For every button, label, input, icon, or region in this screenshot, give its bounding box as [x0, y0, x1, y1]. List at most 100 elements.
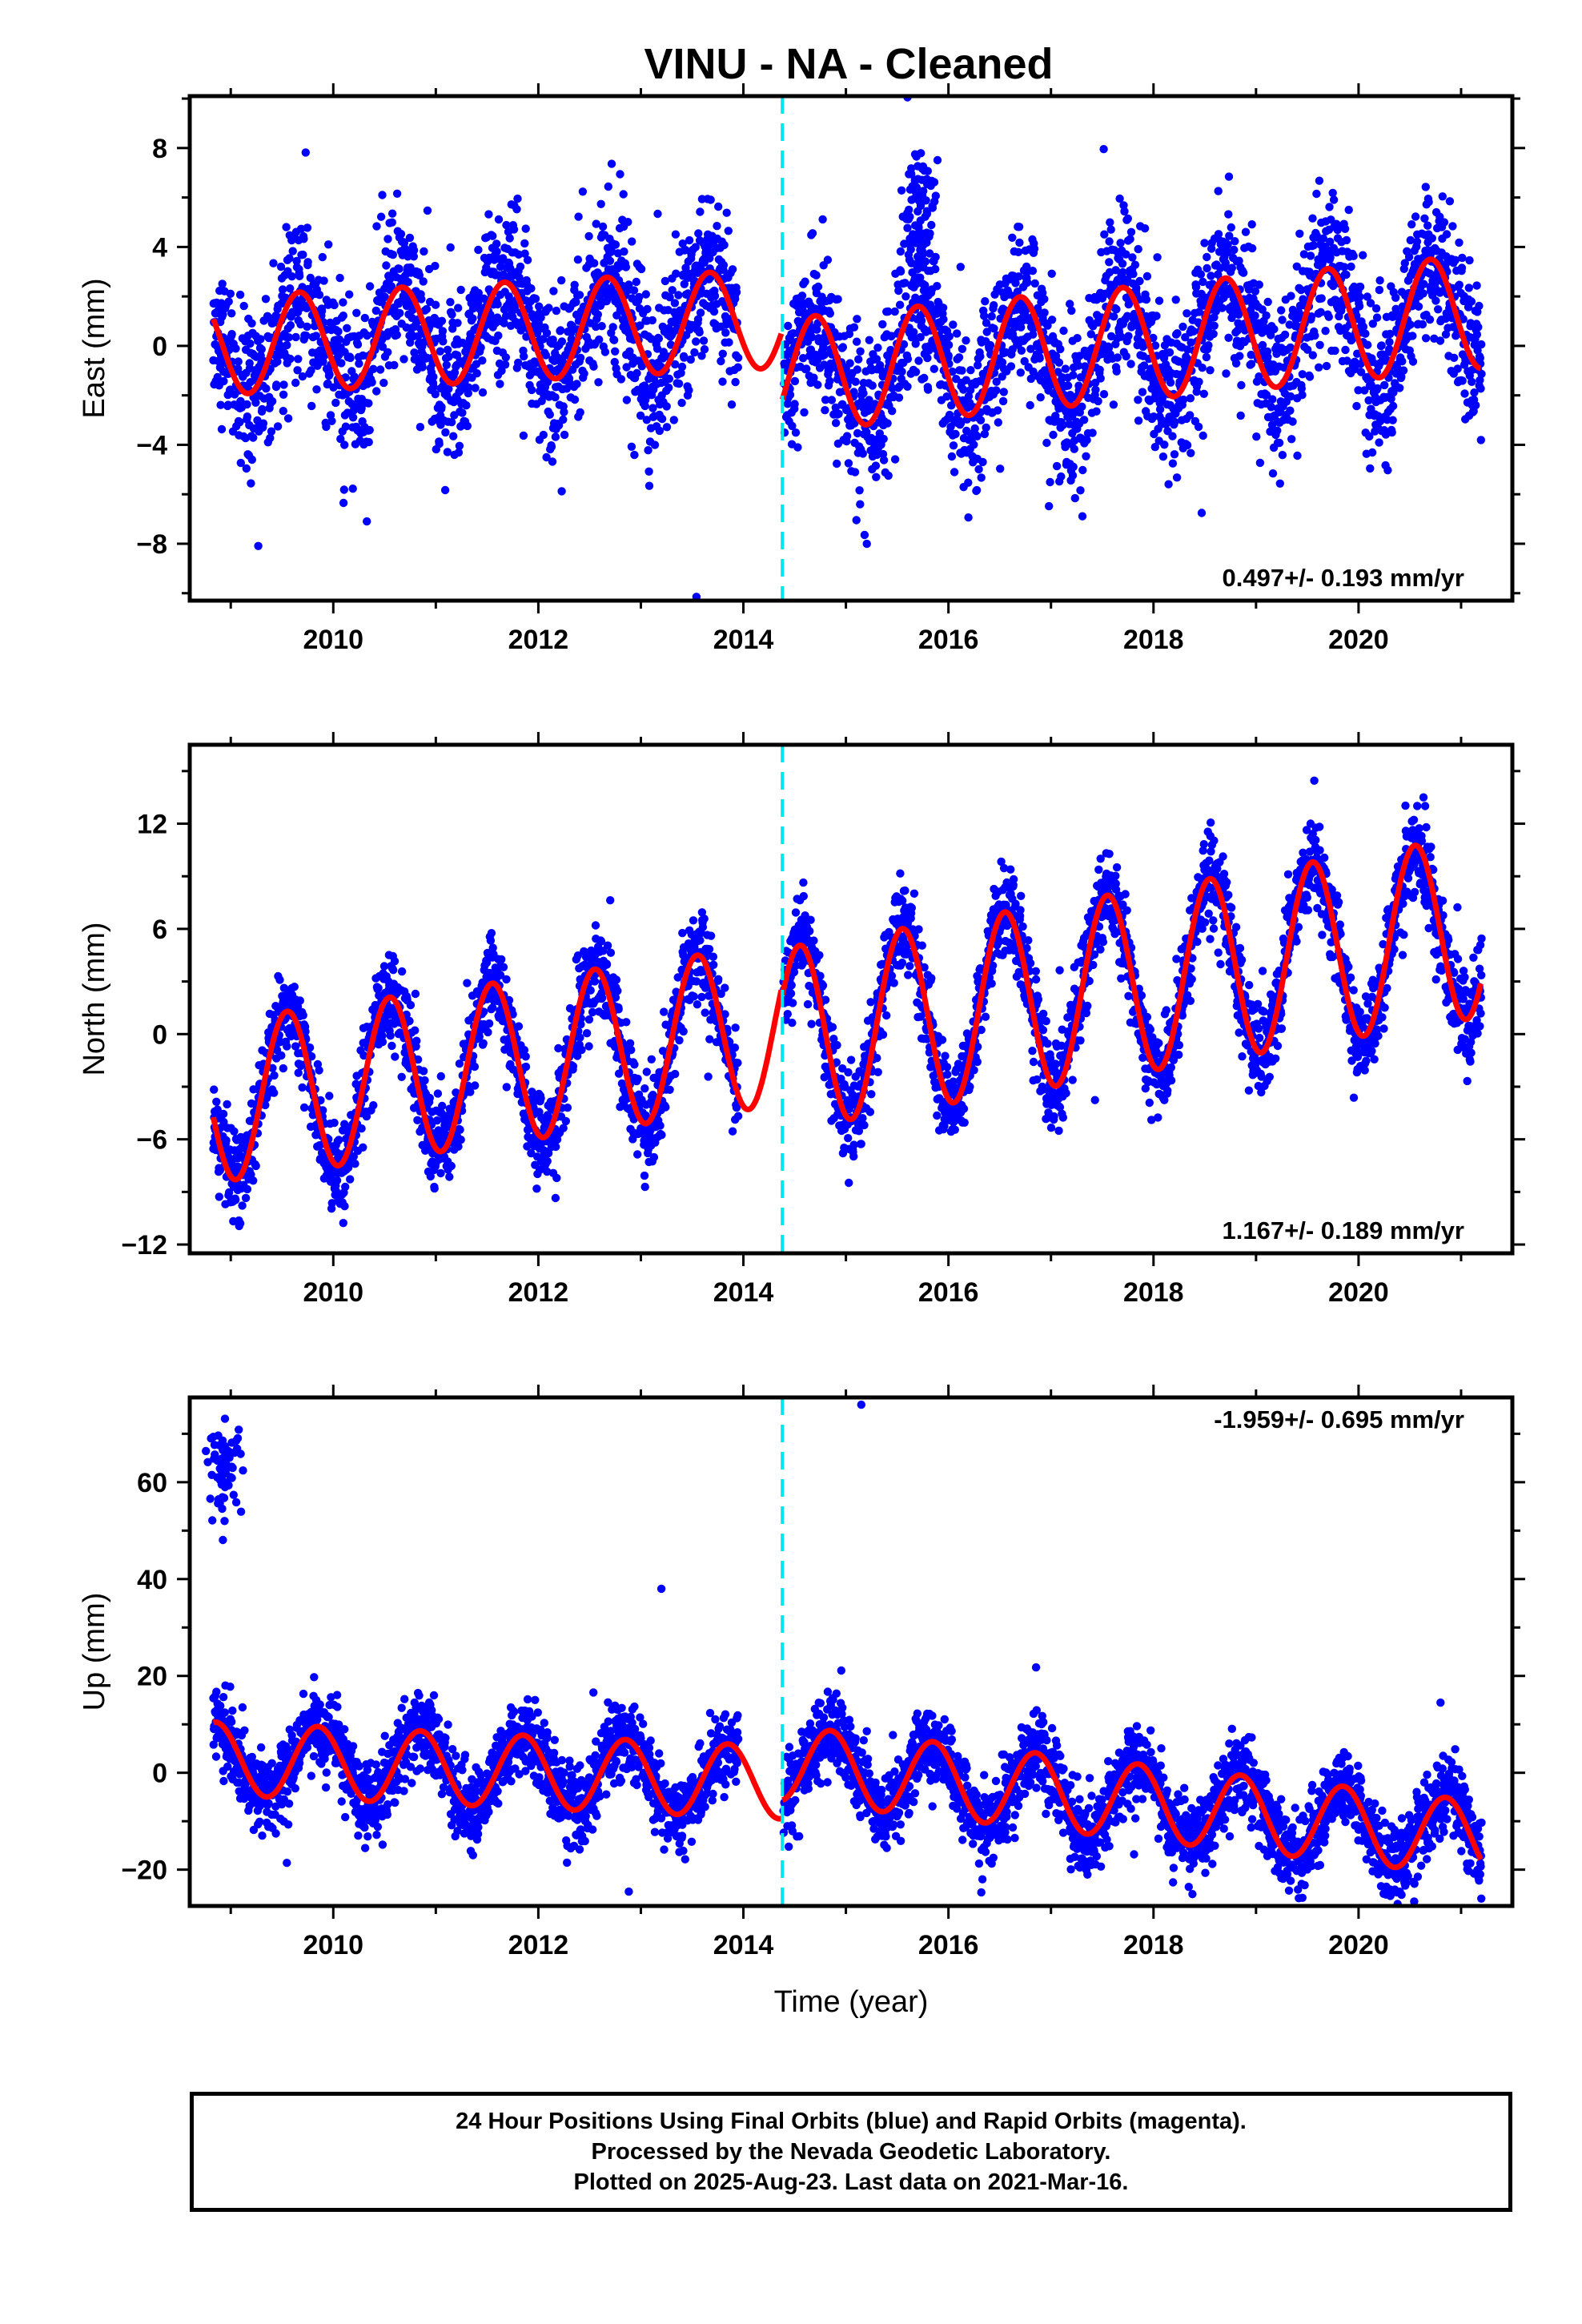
north-data-point [230, 1127, 239, 1136]
east-data-point [1063, 381, 1073, 390]
east-data-point [1195, 377, 1203, 386]
east-data-point [500, 319, 508, 328]
north-data-point [425, 1093, 434, 1103]
east-data-point [311, 332, 320, 340]
east-data-point [1158, 452, 1168, 461]
east-data-point [380, 292, 389, 301]
east-data-point [933, 155, 942, 165]
east-data-point [644, 446, 652, 455]
east-data-point [512, 205, 521, 214]
east-data-point [1117, 332, 1126, 341]
east-data-point [547, 442, 556, 452]
east-data-point [256, 335, 265, 344]
north-data-point [357, 1124, 366, 1133]
north-data-point [270, 1071, 279, 1080]
north-data-point [359, 1143, 367, 1152]
east-data-point [884, 471, 893, 480]
east-data-point [286, 284, 295, 293]
east-data-point [1218, 304, 1227, 312]
east-data-point [1099, 145, 1108, 154]
east-data-point [1280, 330, 1290, 340]
east-data-point [1418, 320, 1427, 329]
east-data-point [1016, 368, 1026, 377]
east-data-point [999, 388, 1009, 396]
east-data-point [335, 273, 344, 283]
east-data-point [865, 396, 873, 404]
east-data-point [267, 427, 276, 436]
east-data-point [903, 382, 912, 391]
east-data-point [1375, 438, 1383, 447]
north-data-point [298, 1083, 307, 1092]
east-data-point [261, 295, 271, 304]
north-data-point [412, 1036, 421, 1045]
east-data-point [724, 227, 733, 235]
east-data-point [226, 289, 235, 298]
east-data-point [258, 404, 267, 414]
east-data-point [915, 262, 924, 271]
east-data-point [443, 448, 452, 456]
north-data-point [325, 1092, 334, 1100]
east-data-point [1042, 438, 1051, 448]
east-data-point [855, 486, 864, 495]
east-data-point [1425, 315, 1435, 324]
east-data-point [700, 345, 709, 354]
east-data-point [624, 218, 632, 227]
east-data-point [307, 401, 316, 411]
east-data-point [1132, 283, 1141, 292]
east-data-point [505, 234, 514, 243]
east-data-point [1173, 329, 1182, 338]
east-data-point [279, 390, 288, 399]
east-data-point [872, 355, 881, 364]
east-data-point [1172, 473, 1182, 482]
north-data-point [243, 1184, 252, 1194]
east-data-point [1235, 352, 1244, 360]
east-data-point [468, 314, 477, 323]
east-data-point [270, 78, 278, 86]
east-data-point [956, 263, 966, 271]
east-data-point [334, 327, 343, 336]
east-data-point [878, 320, 887, 329]
east-data-point [913, 162, 922, 171]
east-data-point [219, 310, 227, 319]
east-data-point [607, 159, 616, 168]
east-data-point [1439, 218, 1449, 227]
east-data-point [557, 487, 566, 496]
east-data-point [1070, 493, 1080, 503]
east-data-point [1139, 361, 1149, 370]
chart-title: VINU - NA - Cleaned [644, 40, 1053, 88]
east-data-point [298, 372, 307, 381]
east-data-point [464, 383, 473, 392]
east-data-point [1321, 327, 1330, 336]
east-data-point [970, 424, 979, 433]
east-data-point [697, 352, 706, 360]
east-data-point [312, 385, 321, 394]
east-data-point [303, 304, 311, 312]
east-data-point [921, 286, 930, 296]
east-data-point [1045, 501, 1054, 511]
north-data-point [295, 996, 304, 1005]
east-data-point [573, 255, 583, 264]
east-data-point [1126, 227, 1136, 236]
east-data-point [914, 356, 923, 365]
east-data-point [944, 351, 953, 360]
east-data-point [808, 229, 817, 238]
east-data-point [454, 304, 463, 312]
east-data-point [627, 442, 636, 451]
east-data-point [299, 250, 307, 259]
east-data-point [1408, 357, 1418, 366]
east-data-point [635, 292, 644, 302]
east-data-point [406, 338, 415, 347]
east-data-point [1100, 230, 1109, 239]
east-data-point [335, 335, 344, 344]
east-data-point [992, 377, 1001, 386]
east-data-point [287, 272, 296, 281]
north-data-point [486, 936, 496, 945]
east-data-point [665, 293, 674, 302]
east-data-point [1411, 212, 1420, 221]
east-data-point [1149, 333, 1158, 343]
east-data-point [1424, 198, 1433, 207]
east-data-point [911, 368, 921, 376]
east-data-point [536, 313, 545, 322]
north-data-point [436, 1168, 445, 1178]
east-data-point [1008, 233, 1017, 242]
